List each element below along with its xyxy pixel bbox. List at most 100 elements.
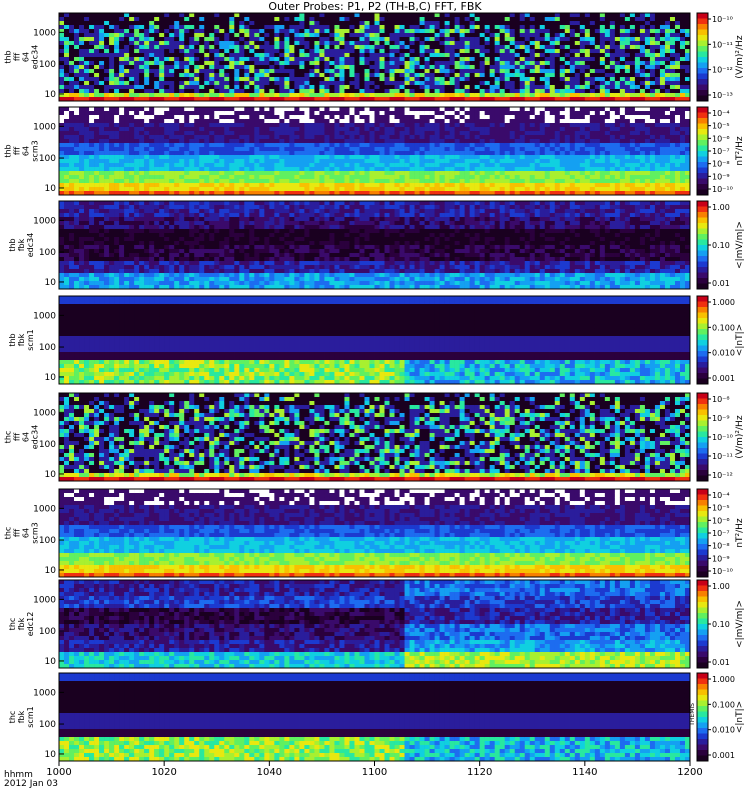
- colorbar-7: 1.000.100.01<|mV/m|>: [697, 580, 745, 668]
- y-tick-label: 10: [45, 90, 57, 100]
- x-axis-date-label: 2012 Jan 03: [4, 779, 58, 789]
- colorbar-tick-label: 1.00: [712, 582, 730, 591]
- y-tick-label: 10: [45, 566, 57, 576]
- x-tick-label: 1040: [257, 767, 282, 778]
- colorbar-2: 10⁻⁴ 10⁻⁵ 10⁻⁶ 10⁻⁷ 10⁻⁸ 10⁻⁹ 10⁻¹⁰ nT²/Hz: [697, 107, 745, 195]
- colorbar-tick-label: 10⁻⁵: [712, 122, 730, 131]
- y-tick-label: 100: [39, 248, 56, 258]
- colorbar-3: 1.00 0.10 0.01 <|mV/m|>: [697, 201, 745, 289]
- colorbar-tick-label: 10⁻⁶: [712, 516, 730, 525]
- panel-channel-label: thcfbkscm1: [8, 706, 35, 727]
- colorbar-unit-label: <|mV/m|>: [735, 600, 745, 648]
- y-tick-label: 100: [39, 154, 56, 164]
- panel-channel-label: thcfff64edc34: [4, 425, 40, 450]
- colorbar-1: 10⁻¹⁰ 10⁻¹¹ 10⁻¹² 10⁻¹³ (V/m)²/Hz: [697, 13, 745, 101]
- colorbar-tick-label: 10⁻⁸: [712, 395, 730, 404]
- colorbar-unit-label: (V/m)²/Hz: [735, 35, 745, 78]
- x-tick-label: 1100: [362, 767, 387, 778]
- colorbar-tick-label: 0.001: [712, 374, 735, 383]
- y-tick-label: 100: [39, 536, 56, 546]
- y-tick-label: 10: [45, 184, 57, 194]
- colorbar-tick-label: 10⁻⁷: [712, 529, 730, 538]
- x-tick-label: 1200: [677, 767, 702, 778]
- panel-channel-label: thbfff64edc34: [4, 45, 40, 70]
- side-note: THEMIS: [689, 703, 696, 726]
- colorbar-tick-label: 10⁻¹⁰: [712, 433, 733, 442]
- colorbar-tick-label: 10⁻¹²: [712, 471, 733, 480]
- colorbar-tick-label: 0.01: [712, 279, 730, 288]
- colorbar-tick-label: 10⁻¹⁰: [712, 567, 733, 576]
- colorbar-tick-label: 1.000: [712, 298, 735, 307]
- y-tick-label: 10: [45, 750, 57, 760]
- colorbar-tick-label: 10⁻⁹: [712, 414, 730, 423]
- y-tick-label: 1000: [33, 311, 56, 321]
- spectrogram-panel-1: 101001000thbfff64edc3410⁻¹⁰10⁻¹¹10⁻¹²10⁻…: [4, 13, 746, 101]
- colorbar-8: 1.000 0.100 0.010 0.001 <|nT|>: [697, 673, 745, 761]
- x-tick-label: 1020: [151, 767, 176, 778]
- colorbar-tick-label: 1.000: [712, 675, 735, 684]
- colorbar-unit-label: nT²/Hz: [735, 518, 745, 548]
- y-tick-label: 1000: [33, 408, 56, 418]
- panel-channel-label: thcfbkedc12: [8, 612, 35, 637]
- spectrogram-panel-5: 10 100 1000 thcfff64edc34 10⁻⁸ 10⁻⁹ 10⁻¹⁰ 10⁻¹¹…: [4, 393, 746, 481]
- y-tick-label: 1000: [33, 216, 56, 226]
- colorbar-tick-label: 0.01: [712, 658, 730, 667]
- colorbar-tick-label: 10⁻¹⁰: [712, 15, 733, 24]
- x-tick-label: 1000: [46, 767, 71, 778]
- y-tick-label: 1000: [33, 122, 56, 132]
- colorbar-tick-label: 0.010: [712, 349, 735, 358]
- x-tick-label: 1120: [467, 767, 492, 778]
- y-tick-label: 10: [45, 373, 57, 383]
- y-tick-label: 100: [39, 60, 56, 70]
- panel-channel-label: thcfff64scm3: [4, 522, 40, 543]
- y-tick-label: 100: [39, 440, 56, 450]
- y-tick-label: 10: [45, 657, 57, 667]
- colorbar-tick-label: 0.100: [712, 323, 735, 332]
- colorbar-tick-label: 10⁻⁴: [712, 109, 730, 118]
- colorbar-tick-label: 0.001: [712, 751, 735, 760]
- colorbar-tick-label: 10⁻¹³: [712, 91, 733, 100]
- spectrogram-panel-2: 101001000thbfff64scm310⁻⁴10⁻⁵10⁻⁶10⁻⁷10⁻…: [4, 107, 746, 195]
- spectrogram-panel-6: 101001000thcfff64scm310⁻⁴10⁻⁵10⁻⁶10⁻⁷10⁻…: [4, 489, 746, 577]
- colorbar-tick-label: 10⁻⁹: [712, 554, 730, 563]
- colorbar-tick-label: 1.00: [712, 203, 730, 212]
- colorbar-tick-label: 10⁻⁹: [712, 172, 730, 181]
- colorbar-tick-label: 10⁻⁵: [712, 504, 730, 513]
- colorbar-tick-label: 0.010: [712, 726, 735, 735]
- colorbar-tick-label: 10⁻¹¹: [712, 40, 733, 49]
- y-tick-label: 100: [39, 720, 56, 730]
- colorbar-4: 1.000 0.100 0.010 0.001 <|nT|>: [697, 296, 745, 384]
- x-tick-label: 1140: [572, 767, 597, 778]
- colorbar-unit-label: (V/m)²/Hz: [735, 415, 745, 458]
- colorbar-6: 10⁻⁴ 10⁻⁵ 10⁻⁶ 10⁻⁷ 10⁻⁸ 10⁻⁹ 10⁻¹⁰ nT²/Hz: [697, 489, 745, 577]
- panel-channel-label: thbfbkscm1: [8, 329, 35, 350]
- panel-channel-label: thbfff64scm3: [4, 140, 40, 161]
- colorbar-tick-label: 0.100: [712, 700, 735, 709]
- colorbar-tick-label: 10⁻¹²: [712, 66, 733, 75]
- colorbar-tick-label: 10⁻¹⁰: [712, 185, 733, 194]
- colorbar-unit-label: nT²/Hz: [735, 136, 745, 166]
- y-tick-label: 10: [45, 470, 57, 480]
- y-tick-label: 1000: [33, 28, 56, 38]
- colorbar-tick-label: 10⁻⁴: [712, 491, 730, 500]
- colorbar-tick-label: 10⁻⁸: [712, 160, 730, 169]
- colorbar-tick-label: 0.10: [712, 241, 730, 250]
- colorbar-tick-label: 10⁻¹¹: [712, 452, 733, 461]
- colorbar-unit-label: <|nT|>: [735, 701, 745, 733]
- spectrogram-panel-8: 10 100 1000 thcfbkscm1 1.000 0.100 0.010 0.001 <…: [8, 673, 745, 761]
- panel-channel-label: thbfbkedc34: [8, 233, 35, 258]
- colorbar-tick-label: 10⁻⁷: [712, 147, 730, 156]
- colorbar-tick-label: 10⁻⁸: [712, 542, 730, 551]
- y-tick-label: 100: [39, 343, 56, 353]
- colorbar-tick-label: 10⁻⁶: [712, 134, 730, 143]
- y-tick-label: 1000: [33, 504, 56, 514]
- y-tick-label: 10: [45, 278, 57, 288]
- colorbar-unit-label: <|nT|>: [735, 324, 745, 356]
- y-tick-label: 1000: [33, 688, 56, 698]
- y-tick-label: 100: [39, 627, 56, 637]
- colorbar-unit-label: <|mV/m|>: [735, 221, 745, 269]
- spectrogram-panel-4: 10 100 1000 thbfbkscm1 1.000 0.100 0.010 0.001 <…: [8, 296, 745, 384]
- spectrogram-panel-3: 10 100 1000 thbfbkedc34 1.00 0.10 0.01 <|mV/m|>: [8, 201, 745, 289]
